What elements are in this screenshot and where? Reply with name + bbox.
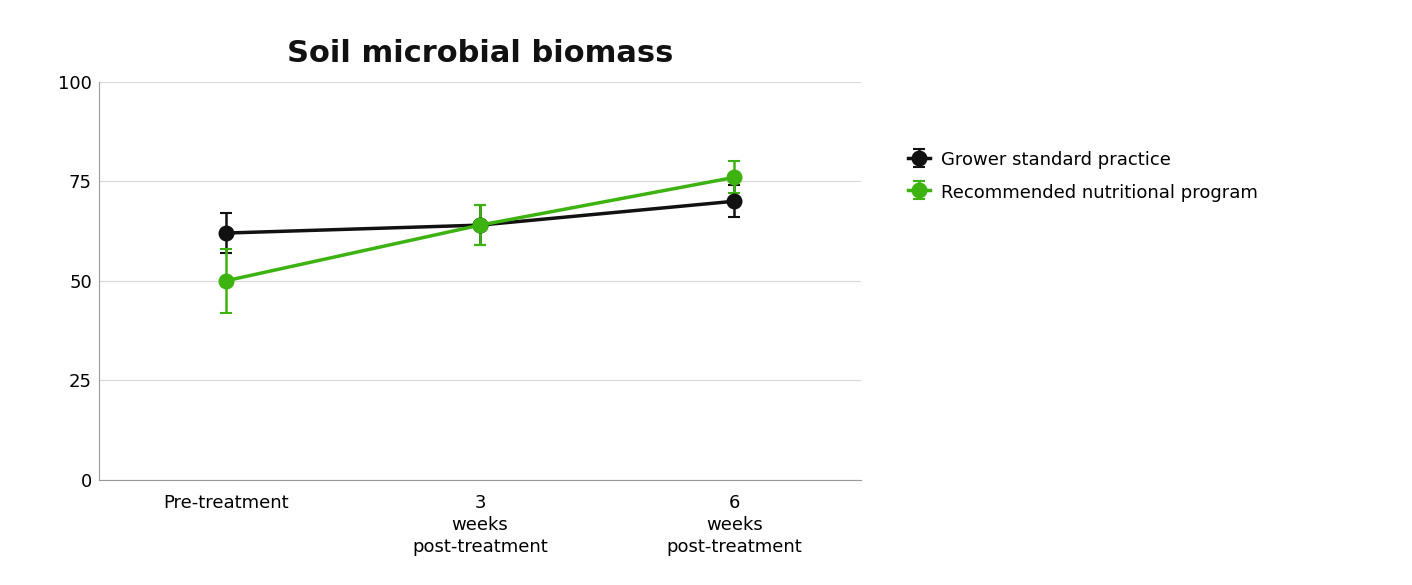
- Legend: Grower standard practice, Recommended nutritional program: Grower standard practice, Recommended nu…: [908, 150, 1258, 202]
- Title: Soil microbial biomass: Soil microbial biomass: [287, 39, 674, 68]
